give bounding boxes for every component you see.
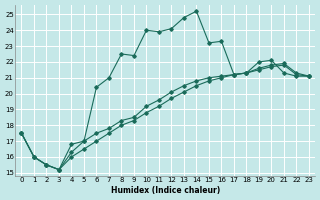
X-axis label: Humidex (Indice chaleur): Humidex (Indice chaleur) [111,186,220,195]
